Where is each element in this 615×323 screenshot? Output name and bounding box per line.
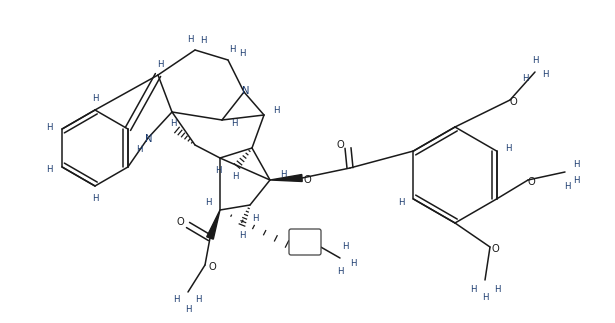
Text: H: H — [506, 143, 512, 152]
Text: H: H — [239, 231, 245, 239]
Text: H: H — [564, 182, 570, 191]
Text: H: H — [205, 197, 211, 206]
Text: H: H — [337, 267, 343, 276]
Text: H: H — [573, 160, 579, 169]
Text: H: H — [215, 165, 221, 174]
Text: H: H — [494, 286, 500, 295]
Text: O: O — [527, 177, 535, 187]
Text: H: H — [350, 258, 356, 267]
Text: H: H — [195, 296, 201, 305]
Text: H: H — [92, 93, 98, 102]
Text: H: H — [232, 172, 238, 181]
Text: H: H — [532, 56, 538, 65]
Polygon shape — [270, 174, 302, 182]
Text: H: H — [170, 119, 177, 128]
Text: H: H — [46, 122, 52, 131]
Text: H: H — [157, 59, 163, 68]
Text: H: H — [522, 74, 528, 82]
Text: H: H — [173, 296, 179, 305]
Text: H: H — [46, 164, 52, 173]
Text: O: O — [509, 97, 517, 107]
Text: H: H — [280, 170, 286, 179]
Text: H: H — [200, 36, 206, 45]
Text: O: O — [303, 175, 311, 185]
FancyBboxPatch shape — [289, 229, 321, 255]
Text: H: H — [239, 48, 245, 57]
Text: O: O — [336, 140, 344, 150]
Text: H: H — [470, 286, 476, 295]
Text: H: H — [482, 294, 488, 303]
Text: H: H — [184, 306, 191, 315]
Text: H: H — [231, 119, 237, 128]
Text: H: H — [398, 197, 405, 206]
Text: H: H — [229, 45, 236, 54]
Text: H: H — [542, 69, 548, 78]
Text: Abs: Abs — [298, 237, 312, 246]
Text: O: O — [208, 262, 216, 272]
Text: H: H — [342, 242, 348, 251]
Text: O: O — [176, 217, 184, 227]
Polygon shape — [207, 210, 220, 239]
Text: H: H — [252, 214, 258, 223]
Text: H: H — [136, 144, 142, 153]
Text: H: H — [92, 193, 98, 203]
Text: H: H — [187, 35, 193, 44]
Text: H: H — [272, 106, 279, 114]
Text: N: N — [242, 86, 250, 96]
Text: H: H — [573, 175, 579, 184]
Text: O: O — [491, 244, 499, 254]
Text: N: N — [145, 134, 153, 144]
